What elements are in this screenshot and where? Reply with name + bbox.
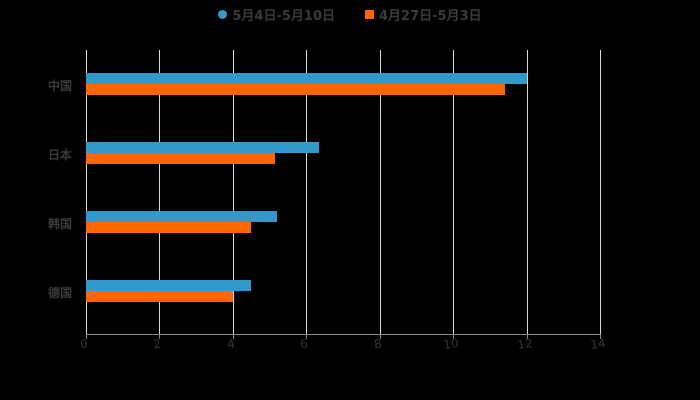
legend-square-icon [365, 10, 374, 19]
bar-series-2[interactable] [86, 84, 505, 95]
x-tick-label: 0 [79, 337, 89, 352]
legend-label: 5月4日-5月10日 [232, 5, 335, 24]
y-category-label: 韩国 [48, 215, 72, 232]
gridline [600, 50, 601, 334]
bar-series-1[interactable] [86, 73, 527, 84]
x-tick-label: 10 [443, 336, 460, 352]
bar-series-1[interactable] [86, 142, 319, 153]
bar-series-2[interactable] [86, 153, 275, 164]
x-tick-label: 4 [226, 337, 236, 352]
bar-series-1[interactable] [86, 211, 277, 222]
y-category-label: 德国 [48, 284, 72, 301]
legend-circle-icon [218, 10, 227, 19]
x-tick-label: 2 [153, 337, 163, 352]
chart-legend: 5月4日-5月10日 4月27日-5月3日 [0, 4, 700, 24]
legend-item-series-1[interactable]: 5月4日-5月10日 [218, 4, 335, 24]
x-tick-label: 8 [373, 337, 383, 352]
x-tick-label: 14 [589, 336, 606, 352]
bar-series-1[interactable] [86, 280, 251, 291]
x-axis-line [86, 334, 601, 335]
y-category-label: 日本 [48, 146, 72, 163]
bar-series-2[interactable] [86, 291, 233, 302]
y-category-label: 中国 [48, 77, 72, 94]
bar-series-2[interactable] [86, 222, 251, 233]
x-tick-label: 6 [300, 337, 310, 352]
x-tick-label: 12 [516, 336, 533, 352]
legend-label: 4月27日-5月3日 [379, 5, 482, 24]
legend-item-series-2[interactable]: 4月27日-5月3日 [365, 4, 482, 24]
gridline [527, 50, 528, 334]
